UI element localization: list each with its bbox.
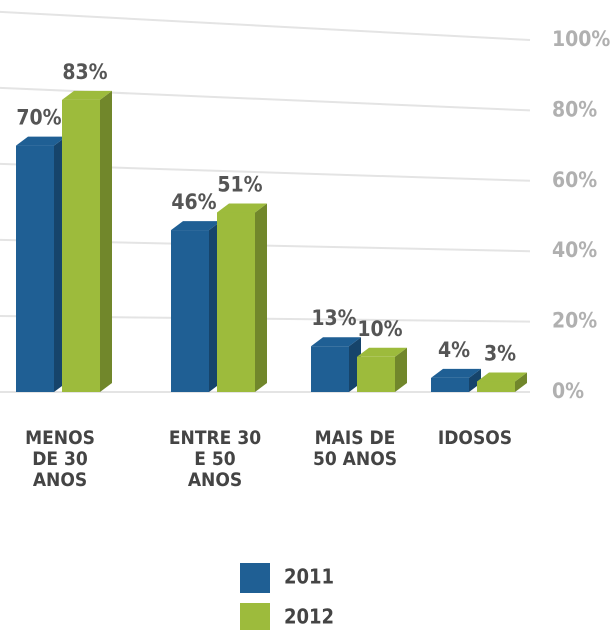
bar-face <box>255 203 267 392</box>
bar-face <box>357 347 407 357</box>
bar-face <box>62 90 112 100</box>
bar <box>431 368 481 392</box>
legend-swatch <box>240 603 270 630</box>
bar-face <box>217 203 267 213</box>
y-tick-label: 100% <box>552 27 610 51</box>
bar <box>62 90 112 392</box>
y-tick-label: 40% <box>552 238 597 262</box>
x-tick-label: ENTRE 30 E 50 ANOS <box>168 427 262 491</box>
bar-face <box>431 377 469 392</box>
value-label: 83% <box>62 60 107 84</box>
x-tick-label: IDOSOS <box>437 427 513 449</box>
bar <box>477 372 527 392</box>
value-label: 13% <box>311 306 356 330</box>
x-tick-label: MAIS DE 50 ANOS <box>312 427 398 470</box>
value-label: 46% <box>171 190 216 214</box>
bar <box>217 203 267 392</box>
legend-swatch <box>240 563 270 593</box>
bar-face <box>395 347 407 392</box>
bar-face <box>311 346 349 392</box>
bar-face <box>16 145 54 392</box>
bar <box>311 337 361 392</box>
bar-face <box>311 337 361 347</box>
legend-label: 2011 <box>284 565 334 589</box>
bar-face <box>217 212 255 392</box>
bar-face <box>477 372 527 382</box>
y-tick-label: 0% <box>552 379 584 403</box>
bar-face <box>515 372 527 392</box>
y-tick-label: 60% <box>552 168 597 192</box>
grid-line <box>0 10 531 41</box>
bar-face <box>16 136 66 146</box>
bar <box>357 347 407 392</box>
x-tick-label: MENOS DE 30 ANOS <box>25 427 95 491</box>
y-tick-label: 20% <box>552 309 597 333</box>
bar <box>16 136 66 392</box>
value-label: 10% <box>357 317 402 341</box>
value-label: 51% <box>217 172 262 196</box>
bar-face <box>357 356 395 392</box>
bar-face <box>100 90 112 392</box>
y-tick-label: 80% <box>552 97 597 121</box>
bar-face <box>171 221 221 231</box>
bar-face <box>477 381 515 392</box>
value-label: 4% <box>438 338 470 362</box>
value-label: 70% <box>16 106 61 130</box>
value-label: 3% <box>484 341 516 365</box>
legend-label: 2012 <box>284 605 334 629</box>
bar-face <box>431 368 481 378</box>
bar-face <box>62 99 100 392</box>
bar-face <box>469 368 481 392</box>
bar-face <box>171 230 209 392</box>
bar <box>171 221 221 392</box>
